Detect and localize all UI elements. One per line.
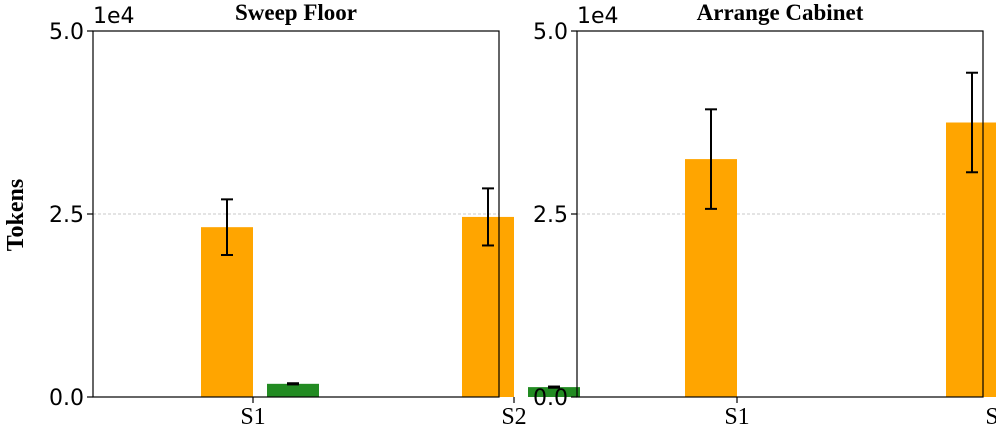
- bar-s1-series-2: [267, 383, 319, 397]
- x-tick-label: S2: [501, 404, 526, 430]
- subplot-sweep-floor: 0.0 2.5 5.0 S1 S2 1e4 Sweep Floor: [49, 0, 580, 430]
- chart-title: Arrange Cabinet: [697, 0, 864, 25]
- bar-s2-series-1: [462, 216, 514, 397]
- y-tick-label: 5.0: [49, 20, 84, 45]
- y-offset-label: 1e4: [577, 4, 619, 29]
- x-tick-label: S2: [985, 404, 996, 430]
- y-tick-label: 2.5: [533, 203, 568, 228]
- y-tick-label: 0.0: [49, 386, 84, 411]
- chart-title: Sweep Floor: [235, 0, 357, 25]
- y-tick-label: 2.5: [49, 203, 84, 228]
- subplot-arrange-cabinet: 0.0 2.5 5.0 S1 S2 1e4 Arrange Cabinet: [533, 0, 996, 430]
- y-tick-label: 0.0: [533, 386, 568, 411]
- y-axis-label: Tokens: [3, 179, 29, 252]
- y-offset-label: 1e4: [93, 4, 135, 29]
- bar-s2-series-2: [528, 387, 580, 397]
- x-tick-label: S1: [724, 404, 749, 430]
- y-tick-label: 5.0: [533, 20, 568, 45]
- x-tick-label: S1: [240, 404, 265, 430]
